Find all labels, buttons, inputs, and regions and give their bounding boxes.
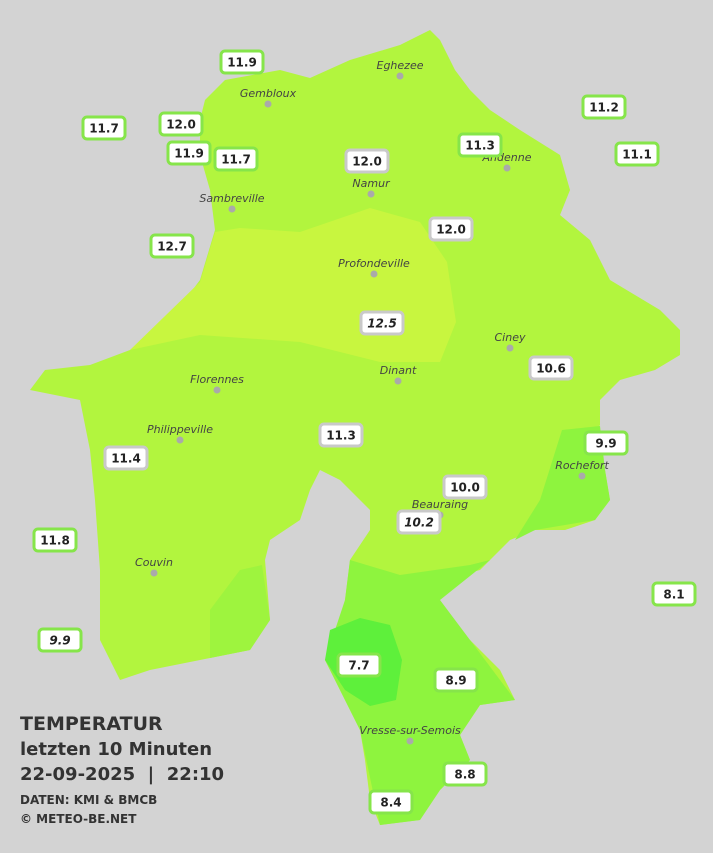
station-value: 12.0 <box>166 118 196 132</box>
station-box <box>318 422 364 448</box>
station-box <box>442 474 488 500</box>
city-dot <box>367 190 375 198</box>
station-value: 11.7 <box>221 153 251 167</box>
city-label: Philippeville <box>147 423 213 436</box>
station-box <box>396 509 442 535</box>
city-dot <box>578 472 586 480</box>
station-value: 7.7 <box>348 659 369 673</box>
station-box <box>581 94 627 120</box>
source: DATEN: KMI & BMCB <box>20 793 157 807</box>
city-label: Sambreville <box>199 192 264 205</box>
city-label: Namur <box>352 177 391 190</box>
station-value: 12.0 <box>352 155 382 169</box>
station-box <box>219 49 265 75</box>
subtitle: letzten 10 Minuten <box>20 739 212 760</box>
station-value: 10.2 <box>404 516 434 530</box>
city-dot <box>503 164 511 172</box>
city-label: Gembloux <box>240 87 297 100</box>
station-value: 11.3 <box>326 429 356 443</box>
station-box <box>37 627 83 653</box>
city-label: Ciney <box>495 331 526 344</box>
city-label: Couvin <box>135 556 173 569</box>
station-value: 12.7 <box>157 240 187 254</box>
station-box <box>336 652 382 678</box>
city-label: Profondeville <box>338 257 410 270</box>
station-box <box>614 141 660 167</box>
city-label: Dinant <box>380 364 417 377</box>
city-dot <box>394 377 402 385</box>
city-dot <box>406 737 414 745</box>
station-value: 12.0 <box>436 223 466 237</box>
city-label: Beauraing <box>412 498 468 511</box>
copyright: © METEO-BE.NET <box>20 812 137 826</box>
station-box <box>81 115 127 141</box>
station-value: 10.0 <box>450 481 480 495</box>
title: TEMPERATUR <box>20 713 163 735</box>
city-dot <box>506 344 514 352</box>
station-box <box>344 148 390 174</box>
city-dot <box>264 100 272 108</box>
city-dot <box>396 72 404 80</box>
station-value: 9.9 <box>49 634 70 648</box>
city-dot <box>370 270 378 278</box>
city-dot <box>213 386 221 394</box>
station-value: 11.8 <box>40 534 70 548</box>
station-value: 11.3 <box>465 139 495 153</box>
city-dot <box>176 436 184 444</box>
station-box <box>528 355 574 381</box>
station-value: 8.4 <box>380 796 401 810</box>
station-value: 12.5 <box>367 317 397 331</box>
station-value: 11.4 <box>111 452 141 466</box>
station-box <box>166 140 212 166</box>
station-box <box>32 527 78 553</box>
city-label: Rochefort <box>555 459 609 472</box>
station-value: 8.8 <box>454 768 475 782</box>
station-value: 11.7 <box>89 122 119 136</box>
station-value: 11.1 <box>622 148 652 162</box>
station-box <box>457 132 503 158</box>
station-box <box>359 310 405 336</box>
station-box <box>149 233 195 259</box>
station-value: 10.6 <box>536 362 566 376</box>
station-value: 11.9 <box>227 56 257 70</box>
cool-zone <box>210 565 270 658</box>
station-box <box>103 445 149 471</box>
station-box <box>368 789 414 815</box>
city-dot <box>228 205 236 213</box>
station-box <box>442 761 488 787</box>
city-dot <box>150 569 158 577</box>
city-label: Florennes <box>190 373 244 386</box>
station-value: 8.9 <box>445 674 466 688</box>
station-box <box>433 667 479 693</box>
station-box <box>651 581 697 607</box>
station-box <box>428 216 474 242</box>
station-value: 9.9 <box>595 437 616 451</box>
city-label: Eghezee <box>377 59 424 72</box>
station-box <box>583 430 629 456</box>
station-value: 8.1 <box>663 588 684 602</box>
info-block: TEMPERATUR letzten 10 Minuten 22-09-2025… <box>20 713 224 826</box>
city-label: Vresse-sur-Semois <box>359 724 461 737</box>
datetime: 22-09-2025 | 22:10 <box>20 764 224 785</box>
station-value: 11.9 <box>174 147 204 161</box>
station-value: 11.2 <box>589 101 619 115</box>
station-box <box>158 111 204 137</box>
station-box <box>213 146 259 172</box>
